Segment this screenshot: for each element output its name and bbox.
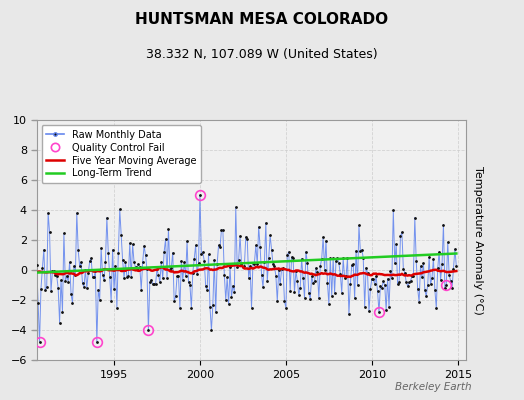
Text: Berkeley Earth: Berkeley Earth xyxy=(395,382,472,392)
Y-axis label: Temperature Anomaly (°C): Temperature Anomaly (°C) xyxy=(473,166,483,314)
Legend: Raw Monthly Data, Quality Control Fail, Five Year Moving Average, Long-Term Tren: Raw Monthly Data, Quality Control Fail, … xyxy=(41,125,201,183)
Text: HUNTSMAN MESA COLORADO: HUNTSMAN MESA COLORADO xyxy=(135,12,389,27)
Text: 38.332 N, 107.089 W (United States): 38.332 N, 107.089 W (United States) xyxy=(146,48,378,61)
